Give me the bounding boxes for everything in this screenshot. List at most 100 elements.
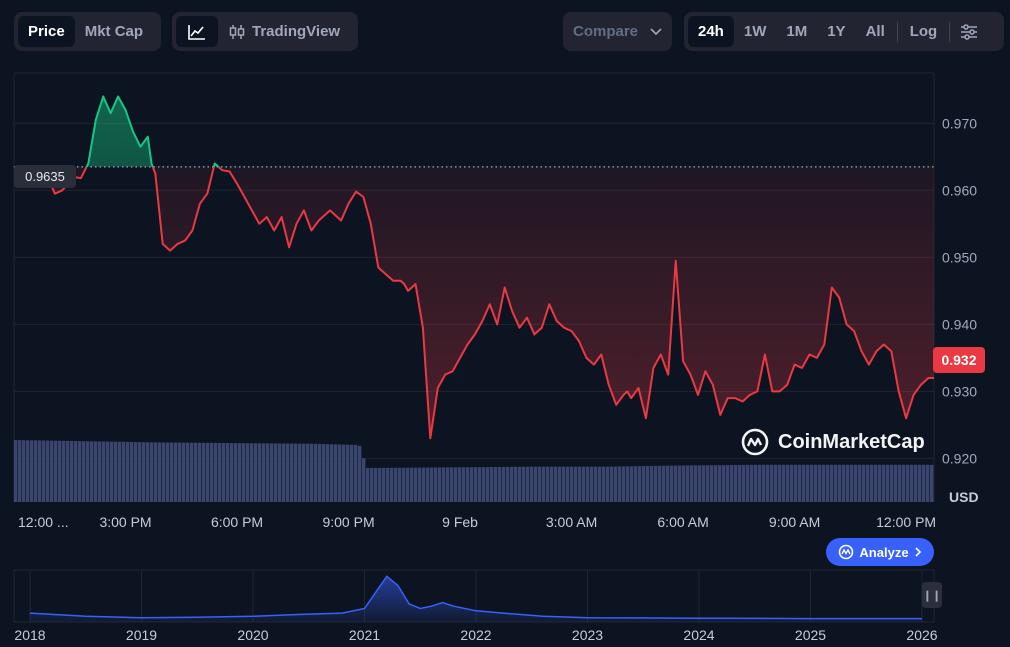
range-24h[interactable]: 24h	[688, 16, 734, 47]
range-1m[interactable]: 1M	[786, 23, 808, 40]
compare-dropdown[interactable]: Compare	[563, 12, 672, 51]
range-1w[interactable]: 1W	[743, 23, 767, 40]
overview-chart[interactable]: 2018 2019 2020 2021 2022 2023 2024 2025 2026	[13, 569, 938, 643]
y-tick-label: 0.950	[942, 249, 977, 265]
volume-bar	[38, 440, 42, 502]
currency-label: USD	[949, 489, 979, 505]
volume-bar	[698, 465, 702, 502]
overview-year-label: 2023	[572, 627, 603, 643]
volume-bar	[74, 441, 78, 502]
volume-bar	[170, 442, 174, 502]
volume-bar	[446, 467, 450, 502]
volume-bar	[658, 465, 662, 502]
volume-bar	[238, 443, 242, 502]
volume-bar	[562, 466, 566, 502]
range-divider-2	[949, 21, 951, 42]
volume-bar	[786, 464, 790, 502]
volume-bar	[778, 464, 782, 502]
volume-bar	[366, 467, 370, 502]
volume-bar	[526, 466, 530, 502]
volume-bar	[330, 444, 334, 502]
volume-bar	[410, 467, 414, 502]
price-area	[14, 96, 934, 439]
volume-bar	[926, 464, 930, 502]
overview-year-label: 2021	[349, 627, 380, 643]
volume-bar	[186, 442, 190, 502]
volume-bar	[34, 440, 38, 502]
x-tick-label: 9:00 PM	[322, 514, 374, 530]
volume-bar	[606, 466, 610, 502]
watermark-label: CoinMarketCap	[778, 430, 925, 453]
volume-bar	[510, 466, 514, 502]
line-chart-button[interactable]	[176, 16, 218, 47]
volume-bar	[334, 444, 338, 502]
volume-bars	[14, 440, 934, 502]
overview-handle[interactable]: ❙❙	[922, 582, 942, 608]
volume-bar	[818, 464, 822, 502]
range-all[interactable]: All	[865, 23, 885, 40]
volume-bar	[350, 444, 354, 502]
volume-bar	[882, 464, 886, 502]
volume-bar	[134, 442, 138, 502]
range-1y[interactable]: 1Y	[827, 23, 846, 40]
log-toggle[interactable]: Log	[909, 23, 938, 40]
volume-bar	[354, 444, 358, 502]
volume-bar	[70, 440, 74, 502]
volume-bar	[310, 443, 314, 502]
volume-bar	[54, 440, 58, 502]
volume-bar	[314, 443, 318, 502]
volume-bar	[154, 442, 158, 502]
settings-button[interactable]	[952, 16, 986, 47]
volume-bar	[82, 441, 86, 502]
overview-year-label: 2025	[795, 627, 826, 643]
volume-bar	[662, 465, 666, 502]
volume-bar	[146, 442, 150, 502]
volume-bar	[90, 441, 94, 502]
volume-bar	[378, 467, 382, 502]
volume-bar	[914, 464, 918, 502]
volume-bar	[850, 464, 854, 502]
volume-bar	[826, 464, 830, 502]
volume-bar	[262, 443, 266, 502]
volume-bar	[578, 466, 582, 502]
volume-bar	[774, 464, 778, 502]
volume-bar	[498, 466, 502, 502]
volume-bar	[538, 466, 542, 502]
volume-bar	[802, 464, 806, 502]
volume-bar	[430, 467, 434, 502]
volume-bar	[106, 441, 110, 502]
tab-price[interactable]: Price	[18, 16, 75, 47]
analyze-label: Analyze	[859, 544, 909, 560]
analyze-icon	[839, 544, 854, 560]
volume-bar	[14, 440, 18, 502]
volume-bar	[746, 464, 750, 502]
volume-bar	[838, 464, 842, 502]
volume-bar	[922, 464, 926, 502]
volume-bar	[158, 442, 162, 502]
tradingview-button[interactable]: TradingView	[218, 16, 350, 47]
volume-bar	[618, 466, 622, 502]
volume-bar	[434, 467, 438, 502]
volume-bar	[242, 443, 246, 502]
volume-bar	[398, 467, 402, 502]
volume-bar	[138, 442, 142, 502]
chart-type-group: TradingView	[172, 12, 358, 51]
volume-bar	[110, 441, 114, 502]
analyze-button[interactable]: Analyze	[826, 538, 934, 566]
volume-bar	[566, 466, 570, 502]
price-line-below	[13, 166, 934, 440]
volume-bar	[150, 442, 154, 502]
volume-bar	[278, 443, 282, 502]
volume-bar	[794, 464, 798, 502]
chevron-right-icon	[914, 547, 921, 557]
volume-bar	[294, 443, 298, 502]
volume-bar	[94, 441, 98, 502]
volume-bar	[634, 466, 638, 502]
tab-mkt-cap[interactable]: Mkt Cap	[84, 23, 144, 40]
axes: 0.920 0.930 0.940 0.950 0.960 0.970 12:00 ... 3…	[18, 115, 977, 530]
volume-bar	[894, 464, 898, 502]
volume-bar	[218, 442, 222, 502]
volume-bar	[754, 464, 758, 502]
line-chart-icon	[188, 24, 205, 40]
